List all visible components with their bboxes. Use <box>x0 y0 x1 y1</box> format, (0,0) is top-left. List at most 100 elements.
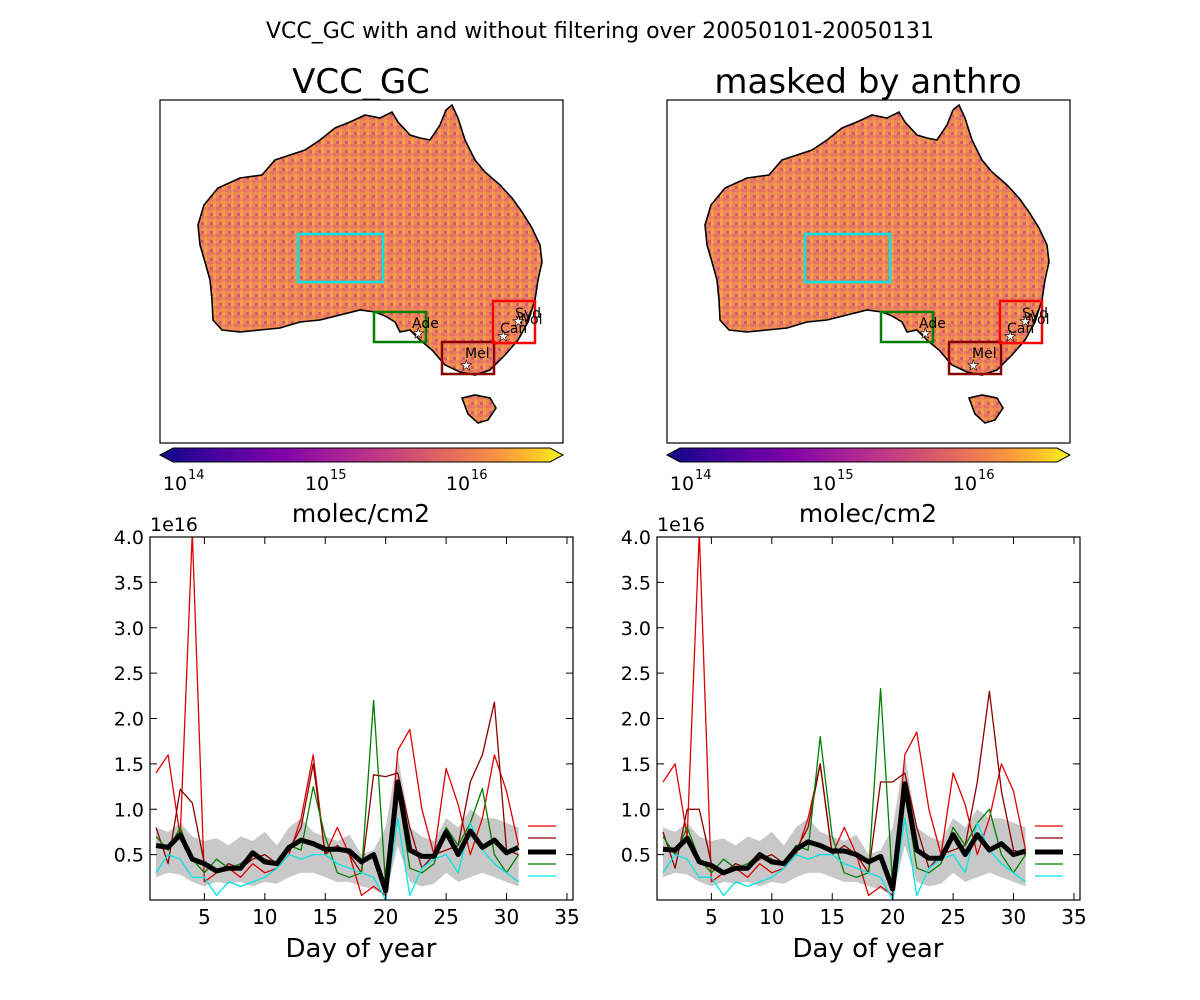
star-icon: ★ <box>967 358 980 374</box>
y-tick-label: 0.5 <box>114 845 144 867</box>
region-box-green <box>372 310 428 344</box>
colorbar-tick-exponent: 15 <box>330 468 347 483</box>
y-tick-label: 3.0 <box>114 618 144 640</box>
region-box-red <box>998 299 1044 345</box>
region-box-cyan <box>803 232 892 284</box>
map-title-1: VCC_GC <box>292 62 430 102</box>
star-icon: ★ <box>412 326 425 342</box>
offset-text: 1e16 <box>150 514 198 536</box>
map-title-2: masked by anthro <box>714 62 1021 102</box>
city-label-syd: Syd <box>515 306 541 322</box>
plot-area <box>662 537 1027 900</box>
series-line-green <box>155 699 520 888</box>
y-tick-label: 4.0 <box>621 527 651 549</box>
star-icon: ★ <box>919 326 932 342</box>
city-label-wol: Wol <box>517 312 542 328</box>
y-tick-label: 4.0 <box>114 527 144 549</box>
y-tick-label: 3.5 <box>621 572 651 594</box>
x-tick-label: 10 <box>759 905 784 929</box>
y-tick-label: 1.5 <box>114 754 144 776</box>
city-label-mel: Mel <box>465 346 490 362</box>
star-icon: ★ <box>460 358 473 374</box>
star-icon: ★ <box>1004 329 1017 345</box>
region-box-green <box>879 310 935 344</box>
map-panel-2: masked by anthro Ade Mel Can Syd Wol ★ ★… <box>665 62 1072 528</box>
colorbar-unit-label: molec/cm2 <box>799 499 937 528</box>
y-tick-label: 3.0 <box>621 618 651 640</box>
spread-band <box>156 754 519 896</box>
colorbar-tick-base: 10 <box>446 473 470 495</box>
timeseries-panel-2: 1e16 Day of year 5 10 15 20 25 30 35 0.5 1.0 1.5 2… <box>621 514 1087 964</box>
colorbar-tick-base: 10 <box>953 473 977 495</box>
series-line-cyan <box>155 817 519 900</box>
x-tick-label: 5 <box>198 905 211 929</box>
colorbar-tick-exponent: 14 <box>695 468 712 483</box>
colorbar-tick-base: 10 <box>670 473 694 495</box>
tasmania <box>967 394 1004 424</box>
x-tick-label: 5 <box>705 905 718 929</box>
city-label-ade: Ade <box>412 316 439 332</box>
x-tick-label: 30 <box>1001 905 1026 929</box>
y-tick-label: 0.5 <box>621 845 651 867</box>
x-tick-label: 15 <box>820 905 845 929</box>
map-panel-1: VCC_GC Ade Mel Can Syd Wol ★ ★ ★ ★ 10 14… <box>158 62 565 528</box>
figure-title: VCC_GC with and without filtering over 2… <box>266 19 934 44</box>
plot-area <box>155 537 520 900</box>
x-tick-label: 15 <box>313 905 338 929</box>
city-label-wol: Wol <box>1024 312 1049 328</box>
series-line-mean <box>155 779 520 894</box>
y-tick-label: 2.5 <box>114 663 144 685</box>
offset-text: 1e16 <box>657 514 705 536</box>
city-label-can: Can <box>500 321 527 337</box>
colorbar-tick-base: 10 <box>305 473 329 495</box>
region-box-darkred <box>947 340 1003 376</box>
y-tick-label: 2.5 <box>621 663 651 685</box>
colorbar-tick-exponent: 14 <box>188 468 205 483</box>
colorbar-unit-label: molec/cm2 <box>292 499 430 528</box>
region-box-cyan <box>296 232 385 284</box>
x-tick-label: 10 <box>252 905 277 929</box>
x-axis-label: Day of year <box>286 934 437 964</box>
australia-landmass <box>197 103 543 376</box>
colorbar-tick-exponent: 15 <box>837 468 854 483</box>
colorbar-1: 10 14 10 15 10 16 molec/cm2 <box>158 447 565 528</box>
colorbar-tick-base: 10 <box>163 473 187 495</box>
y-tick-label: 2.0 <box>114 709 144 731</box>
star-icon: ★ <box>1019 314 1032 330</box>
x-axis-label: Day of year <box>793 934 944 964</box>
city-label-mel: Mel <box>972 346 997 362</box>
spread-band <box>663 754 1026 896</box>
city-label-ade: Ade <box>919 316 946 332</box>
y-tick-label: 3.5 <box>114 572 144 594</box>
y-tick-label: 1.5 <box>621 754 651 776</box>
colorbar-tick-exponent: 16 <box>471 468 488 483</box>
colorbar-2: 10 14 10 15 10 16 molec/cm2 <box>665 447 1072 528</box>
y-tick-label: 2.0 <box>621 709 651 731</box>
australia-landmass <box>704 103 1050 376</box>
colorbar-tick-base: 10 <box>812 473 836 495</box>
y-tick-label: 1.0 <box>114 799 144 821</box>
x-tick-label: 35 <box>1061 905 1086 929</box>
timeseries-panel-1: 1e16 Day of year 5 10 15 20 25 30 35 0.5 1.0 1.5 2… <box>114 514 580 964</box>
x-tick-label: 25 <box>433 905 458 929</box>
series-line-mean <box>662 781 1027 892</box>
region-box-darkred <box>440 340 496 376</box>
colorbar-tick-exponent: 16 <box>978 468 995 483</box>
city-label-syd: Syd <box>1022 306 1048 322</box>
x-tick-label: 35 <box>554 905 579 929</box>
star-icon: ★ <box>512 314 525 330</box>
x-tick-label: 20 <box>373 905 398 929</box>
region-box-red <box>491 299 537 345</box>
city-label-can: Can <box>1007 321 1034 337</box>
x-tick-label: 25 <box>940 905 965 929</box>
star-icon: ★ <box>497 329 510 345</box>
series-line-green <box>662 687 1027 888</box>
tasmania <box>460 394 497 424</box>
y-tick-label: 1.0 <box>621 799 651 821</box>
colorbar-gradient <box>665 447 1072 463</box>
x-tick-label: 20 <box>880 905 905 929</box>
x-tick-label: 30 <box>494 905 519 929</box>
colorbar-gradient <box>158 447 565 463</box>
series-line-cyan <box>662 817 1026 900</box>
